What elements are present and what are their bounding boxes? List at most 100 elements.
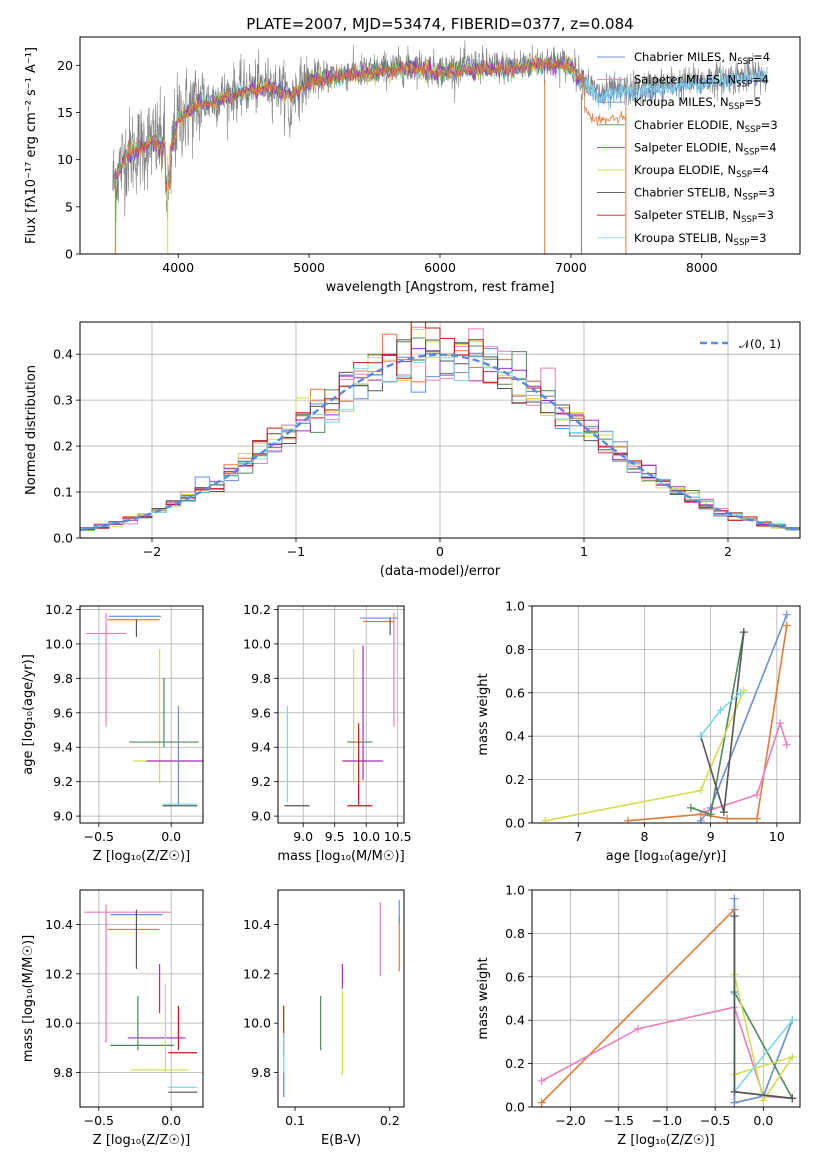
plus-marker bbox=[719, 808, 728, 817]
y-tick-label: 5 bbox=[65, 199, 73, 214]
y-tick-label: 10.0 bbox=[45, 636, 73, 651]
x-tick-label: 10.5 bbox=[384, 829, 412, 844]
y-tick-label: 10.4 bbox=[243, 917, 271, 932]
plus-marker bbox=[730, 1087, 739, 1096]
legend-label: Salpeter MILES, NSSP=4 bbox=[634, 73, 769, 90]
x-tick-label: −0.5 bbox=[700, 1113, 730, 1128]
x-axis-label: Z [log₁₀(Z/Z☉)] bbox=[93, 1133, 190, 1148]
normal-curve bbox=[80, 353, 800, 532]
y-tick-label: 0.0 bbox=[505, 816, 525, 831]
y-tick-label: 10 bbox=[57, 152, 73, 167]
legend-label-suffix: =4 bbox=[760, 140, 777, 154]
plus-marker bbox=[730, 1098, 739, 1107]
legend-label: 𝒩(0, 1) bbox=[739, 337, 781, 351]
plus-marker bbox=[788, 1094, 797, 1103]
panel-mass_vs_Z: −0.5 0.0 9.8 10.0 10.2 10.4 Z [log₁₀(Z/Z☉)] mas… bbox=[21, 889, 204, 1148]
panel-massweight_vs_age: 7 8 9 10 0.0 0.2 0.4 0.6 0.8 1.0 age [log₁₀(age/yr… bbox=[476, 599, 801, 864]
legend-label-suffix: =4 bbox=[752, 163, 769, 177]
x-axis-label: Z [log₁₀(Z/Z☉)] bbox=[93, 849, 190, 864]
x-tick-label: 10 bbox=[769, 829, 785, 844]
legend-label: Kroupa STELIB, NSSP=3 bbox=[634, 231, 766, 248]
legend-label: Chabrier STELIB, NSSP=3 bbox=[634, 186, 775, 203]
x-tick-label: 1 bbox=[580, 544, 588, 559]
plus-marker bbox=[782, 740, 791, 749]
y-tick-label: 0.3 bbox=[53, 393, 73, 408]
y-tick-label: 0.2 bbox=[505, 772, 525, 787]
legend-label-main: Salpeter ELODIE, N bbox=[634, 140, 744, 154]
y-tick-label: 9.0 bbox=[251, 809, 271, 824]
mass-weight-line bbox=[700, 614, 788, 822]
plot-area bbox=[84, 904, 198, 1093]
plus-marker bbox=[623, 816, 632, 823]
legend-label-main: Chabrier MILES, N bbox=[634, 50, 737, 64]
y-tick-label: 9.6 bbox=[251, 705, 271, 720]
y-tick-label: 0.8 bbox=[505, 642, 525, 657]
x-tick-label: 10.0 bbox=[352, 829, 380, 844]
x-axis-label: age [log₁₀(age/yr)] bbox=[606, 849, 727, 864]
legend-label-subscript: SSP bbox=[741, 215, 757, 225]
y-tick-label: 9.8 bbox=[251, 1065, 271, 1080]
x-axis-label: wavelength [Angstrom, rest frame] bbox=[326, 280, 555, 295]
y-tick-label: 0.2 bbox=[53, 439, 73, 454]
y-tick-label: 0.8 bbox=[505, 926, 525, 941]
mass-weight-line bbox=[733, 974, 795, 1103]
y-tick-label: 0.2 bbox=[505, 1056, 525, 1071]
axes-frame bbox=[277, 605, 405, 824]
x-axis-label: E(B-V) bbox=[321, 1133, 361, 1148]
legend-label-subscript: SSP bbox=[737, 57, 753, 67]
plot-area bbox=[284, 612, 398, 807]
plus-marker bbox=[696, 732, 705, 741]
plot-area bbox=[537, 894, 797, 1107]
y-tick-label: 10.0 bbox=[243, 636, 271, 651]
plus-marker bbox=[634, 1024, 643, 1033]
x-tick-label: −2.0 bbox=[555, 1113, 585, 1128]
model-spectrum bbox=[114, 56, 627, 193]
panel-age_vs_mass: 9.0 9.5 10.0 10.5 9.0 9.2 9.4 9.6 9.8 10.0 10.2 mas… bbox=[243, 602, 411, 864]
plus-marker bbox=[782, 621, 791, 630]
legend-label-subscript: SSP bbox=[736, 80, 752, 90]
y-tick-label: 9.8 bbox=[53, 1065, 73, 1080]
plus-marker bbox=[736, 688, 745, 697]
y-tick-label: 0.1 bbox=[53, 485, 73, 500]
x-tick-label: 5000 bbox=[293, 260, 325, 275]
y-tick-label: 0.4 bbox=[505, 729, 525, 744]
plot-area bbox=[80, 322, 800, 532]
legend-label-suffix: =4 bbox=[752, 73, 769, 87]
plot-area bbox=[85, 612, 203, 807]
legend-label-suffix: =3 bbox=[757, 208, 774, 222]
x-tick-label: 7 bbox=[574, 829, 582, 844]
x-axis-label: Z [log₁₀(Z/Z☉)] bbox=[617, 1133, 714, 1148]
plus-marker bbox=[752, 814, 761, 823]
legend-label-main: Kroupa MILES, N bbox=[634, 95, 729, 109]
legend-label-subscript: SSP bbox=[744, 147, 760, 157]
mass-weight-line bbox=[699, 631, 745, 813]
x-tick-label: 0 bbox=[436, 544, 444, 559]
plot-area bbox=[112, 40, 768, 254]
legend-label-suffix: =4 bbox=[753, 50, 770, 64]
y-tick-label: 9.8 bbox=[53, 671, 73, 686]
x-tick-label: 2 bbox=[724, 544, 732, 559]
x-tick-label: 0.2 bbox=[380, 1113, 400, 1128]
y-tick-label: 0.6 bbox=[505, 969, 525, 984]
x-tick-label: 9.5 bbox=[325, 829, 345, 844]
y-tick-label: 0.4 bbox=[53, 347, 73, 362]
x-tick-label: −2 bbox=[143, 544, 161, 559]
y-tick-label: 10.2 bbox=[45, 966, 73, 981]
y-tick-label: 9.0 bbox=[53, 809, 73, 824]
panel-massweight_vs_Z: −2.0 −1.5 −1.0 −0.5 0.0 0.0 0.2 0.4 0.6 0.8 1.0 Z [… bbox=[476, 883, 801, 1148]
x-tick-label: 6000 bbox=[424, 260, 456, 275]
panel-mass_vs_ebv: 0.1 0.2 9.8 10.0 10.2 10.4 E(B-V) bbox=[243, 889, 405, 1148]
y-axis-label: Flux [fλ10⁻¹⁷ erg cm⁻² s⁻¹ A⁻¹] bbox=[24, 47, 39, 244]
y-tick-label: 0.6 bbox=[505, 685, 525, 700]
panel-spectrum: 4000 5000 6000 7000 8000 0 5 10 15 20 wavelength [… bbox=[24, 36, 801, 295]
plus-marker bbox=[537, 1098, 546, 1107]
legend-label-suffix: =3 bbox=[749, 231, 766, 245]
legend-label: Salpeter ELODIE, NSSP=4 bbox=[634, 140, 777, 157]
x-tick-label: −1 bbox=[287, 544, 305, 559]
legend-label: Chabrier MILES, NSSP=4 bbox=[634, 50, 770, 67]
plus-marker bbox=[788, 1053, 797, 1062]
y-tick-label: 9.6 bbox=[53, 705, 73, 720]
y-axis-label: mass weight bbox=[476, 673, 491, 755]
y-tick-label: 20 bbox=[57, 58, 73, 73]
